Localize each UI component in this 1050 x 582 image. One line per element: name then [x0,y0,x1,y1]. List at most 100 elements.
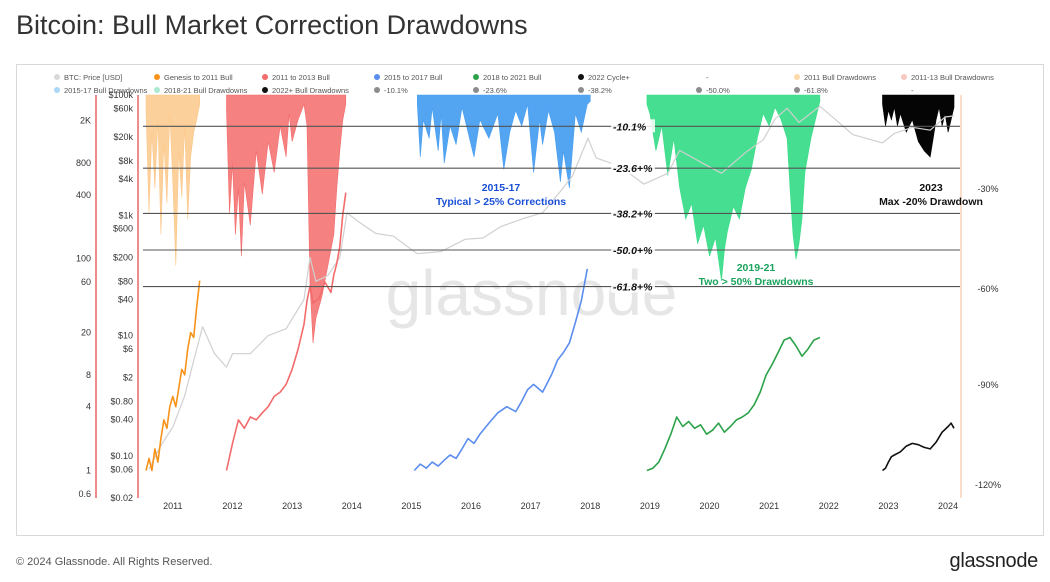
annotation-title-2: 2023 [919,182,943,194]
fib-label-1: -23.6+% [613,163,653,175]
y-outer-tick-4: 60 [81,277,91,287]
legend-item-4-label: 2018 to 2021 Bull [483,73,542,82]
series-line-3 [413,268,589,472]
y-inner-tick-1: $60k [113,103,133,113]
y-inner-tick-17: $0.02 [110,493,133,503]
legend-item-8-marker [901,74,907,80]
y-inner-tick-0: $100k [108,90,133,100]
series-line-5 [882,422,955,472]
y-inner-tick-14: $0.40 [110,415,133,425]
y-outer-tick-1: 800 [76,158,91,168]
y-right-tick-1: -60% [977,284,998,294]
legend-item-16-label: -61.8% [804,86,828,95]
y-outer-tick-3: 100 [76,254,91,264]
x-tick-10: 2021 [759,501,779,511]
legend-item-13-marker [473,87,479,93]
y-inner-tick-2: $20k [113,132,133,142]
y-outer-tick-5: 20 [81,328,91,338]
legend-item-11-label: 2022+ Bull Drawdowns [272,86,349,95]
series-line-1 [145,280,201,472]
legend-item-15-marker [696,87,702,93]
legend-item-6-label: - [706,73,709,82]
y-right-tick-3: -120% [975,480,1001,490]
y-inner-tick-12: $2 [123,373,133,383]
x-tick-8: 2019 [640,501,660,511]
legend-item-17-label: - [911,86,914,95]
y-outer-tick-0: 2K [80,116,91,126]
legend-item-3-marker [374,74,380,80]
drawdown-fill-0 [145,94,201,266]
legend-item-10-label: 2018-21 Bull Drawdowns [164,86,248,95]
legend-item-13-label: -23.6% [483,86,507,95]
series-line-0 [148,105,955,470]
y-right-tick-2: -90% [977,380,998,390]
page-title: Bitcoin: Bull Market Correction Drawdown… [16,10,528,40]
legend-item-2-label: 2011 to 2013 Bull [272,73,330,82]
watermark-text: glassnode [386,257,678,329]
series-line-2 [225,192,347,471]
x-tick-11: 2022 [819,501,839,511]
fib-label-bg-0 [611,119,655,133]
legend-item-0-label: BTC: Price [USD] [64,73,122,82]
drawdown-chart: BTC: Price [USD] Genesis to 2011 Bull 2011… [54,73,1001,511]
y-inner-tick-8: $80 [118,276,133,286]
fib-label-bg-1 [611,161,655,175]
annotation-title-0: 2015-17 [482,182,521,194]
annotation-text-1: Two > 50% Drawdowns [698,276,813,288]
y-outer-tick-6: 8 [86,370,91,380]
legend-item-1-marker [154,74,160,80]
y-inner-tick-5: $1k [118,210,133,220]
y-inner-tick-11: $6 [123,344,133,354]
y-inner-tick-13: $0.80 [110,397,133,407]
fib-label-bg-4 [611,279,655,293]
series-line-4 [646,336,821,472]
legend-item-11-marker [262,87,268,93]
y-inner-tick-16: $0.06 [110,464,133,474]
y-inner-tick-4: $4k [118,174,133,184]
drawdown-fill-3 [646,94,821,282]
legend-item-0-marker [54,74,60,80]
y-outer-tick-7: 4 [86,402,91,412]
y-inner-tick-9: $40 [118,294,133,304]
y-inner-tick-6: $600 [113,224,133,234]
legend-item-15-label: -50.0% [706,86,730,95]
x-tick-13: 2024 [938,501,958,511]
x-tick-7: 2018 [580,501,600,511]
fib-label-bg-2 [611,206,655,220]
legend-item-16-marker [794,87,800,93]
x-tick-1: 2012 [222,501,242,511]
fib-label-bg-3 [611,243,655,256]
legend-item-12-marker [374,87,380,93]
x-tick-2: 2013 [282,501,302,511]
y-inner-tick-7: $200 [113,252,133,262]
fib-label-2: -38.2+% [613,208,653,220]
drawdown-fill-1 [226,94,347,344]
copyright-text: © 2024 Glassnode. All Rights Reserved. [16,556,213,568]
brand-logo: glassnode [949,550,1039,572]
x-tick-0: 2011 [163,501,182,511]
x-tick-3: 2014 [342,501,362,511]
x-tick-12: 2023 [878,501,898,511]
chart-card: BTC: Price [USD] Genesis to 2011 Bull 2011… [16,64,1044,536]
y-inner-tick-15: $0.10 [110,451,133,461]
y-outer-tick-9: 0.6 [78,489,91,499]
legend-item-12-label: -10.1% [384,86,408,95]
legend-item-5-label: 2022 Cycle+ [588,73,631,82]
x-tick-9: 2020 [700,501,720,511]
legend-item-4-marker [473,74,479,80]
legend-item-2-marker [262,74,268,80]
fib-label-3: -50.0+% [613,245,653,257]
legend-item-7-label: 2011 Bull Drawdowns [804,73,876,82]
y-inner-tick-10: $10 [118,331,133,341]
legend-item-9-marker [54,87,60,93]
annotation-title-1: 2019-21 [737,262,776,274]
legend-item-9-label: 2015-17 Bull Drawdowns [64,86,148,95]
legend-item-14-label: -38.2% [588,86,612,95]
legend-item-14-marker [578,87,584,93]
y-inner-tick-3: $8k [118,156,133,166]
x-tick-6: 2017 [521,501,541,511]
legend-item-1-label: Genesis to 2011 Bull [164,73,233,82]
annotation-text-0: Typical > 25% Corrections [436,196,566,208]
drawdown-fill-2 [416,94,591,189]
legend-item-5-marker [578,74,584,80]
